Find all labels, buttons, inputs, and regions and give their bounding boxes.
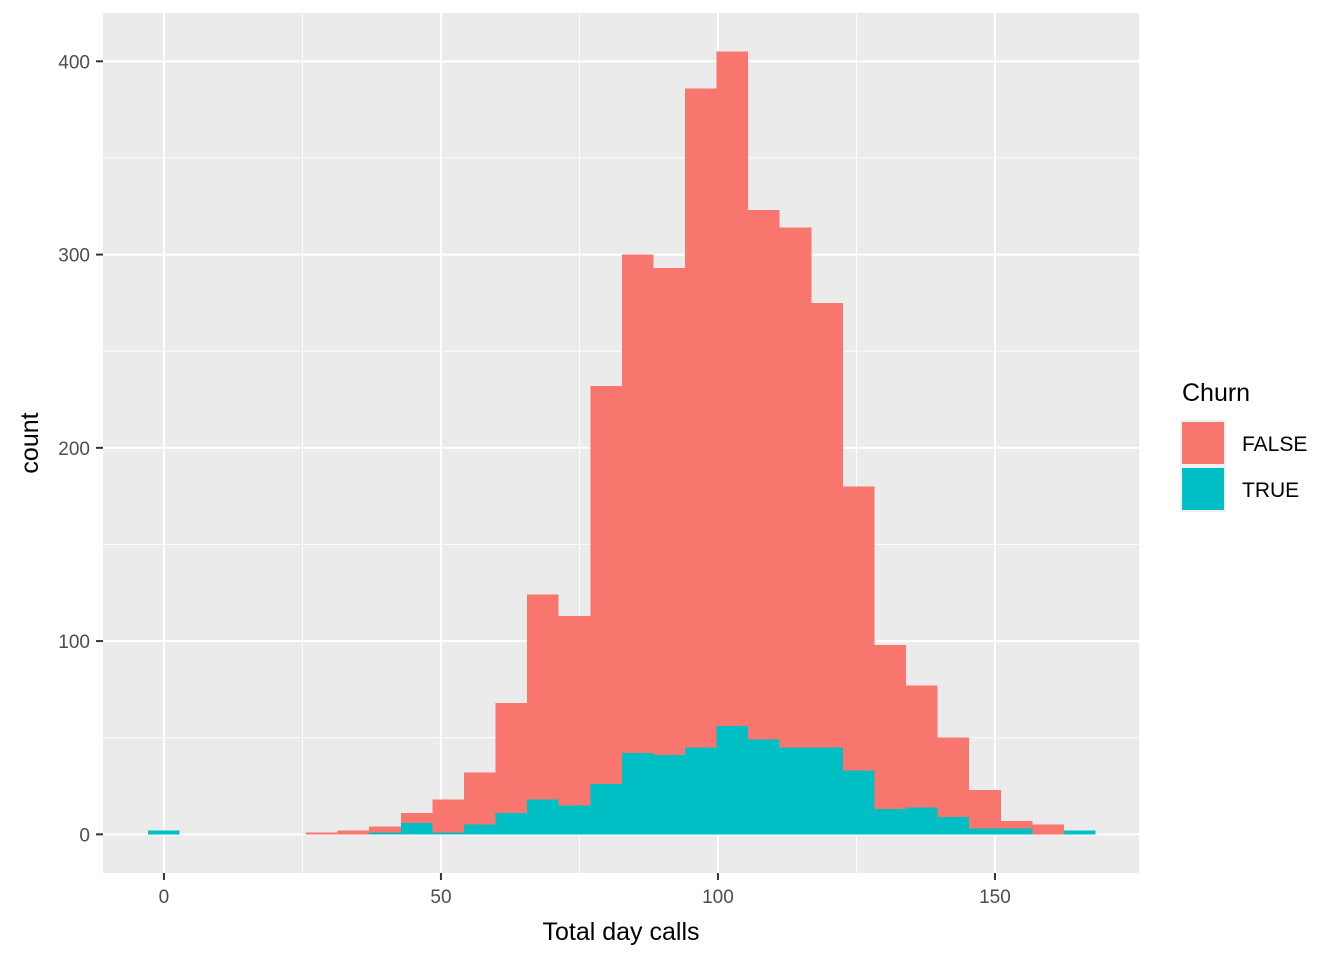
x-axis-title: Total day calls [542,918,699,946]
bar-true [969,828,1001,835]
bar-false [874,644,907,810]
bar-false [653,268,685,756]
bar-false [684,88,717,748]
x-tick-label: 150 [979,887,1011,908]
bar-true [400,822,433,835]
bar-true [716,726,749,835]
y-tick-label: 100 [58,632,90,653]
bar-false [779,227,812,748]
bar-true [811,747,843,835]
bar-true [842,770,875,835]
bar-true [906,807,938,835]
bar-true [590,784,622,835]
x-tick-label: 50 [430,887,451,908]
bar-true [432,832,464,835]
bar-true [495,813,528,835]
bar-true [937,816,970,835]
bar-false [432,799,464,833]
y-axis-title: count [16,412,44,473]
bar-false [495,702,528,814]
bar-false [716,51,749,727]
histogram-bars [148,51,1096,835]
bar-true [1000,828,1033,835]
y-tick-label: 200 [58,439,90,460]
bar-false [590,385,622,785]
bar-true [148,830,180,835]
bar-false [400,813,433,823]
y-axis-ticks: 0 100 200 300 400 [58,52,103,846]
bar-false [748,210,780,740]
bar-true [779,747,812,835]
bar-false [558,615,591,806]
bar-false [463,772,496,825]
bar-true [527,799,559,835]
bar-false [842,486,875,771]
bar-false [937,737,970,817]
legend-title: Churn [1182,379,1250,407]
bar-false [369,826,401,833]
x-tick-label: 100 [702,887,734,908]
bar-false [621,254,654,754]
bar-true [874,809,907,835]
bar-true [558,805,591,835]
bar-false [337,830,370,835]
bar-false [1000,820,1033,829]
bar-false [811,302,843,748]
y-tick-label: 400 [58,52,90,73]
bar-false [969,789,1001,829]
x-tick-label: 0 [159,887,170,908]
legend-swatch-false [1182,422,1224,464]
bar-true [1063,830,1096,835]
bar-true [369,832,401,835]
bar-false [527,594,559,800]
legend-label-false: FALSE [1242,433,1307,456]
bar-false [1032,824,1064,835]
bar-false [906,685,938,808]
y-tick-label: 300 [58,246,90,267]
bar-true [684,747,717,835]
x-axis-ticks: 0 50 100 150 [159,873,1011,908]
bar-true [621,753,654,835]
legend-label-true: TRUE [1242,479,1299,502]
bar-true [463,824,496,835]
legend: Churn FALSE TRUE [1180,379,1307,512]
y-tick-label: 0 [79,825,90,846]
bar-true [653,755,685,835]
bar-false [306,832,338,835]
bar-true [748,739,780,835]
legend-swatch-true [1182,468,1224,510]
